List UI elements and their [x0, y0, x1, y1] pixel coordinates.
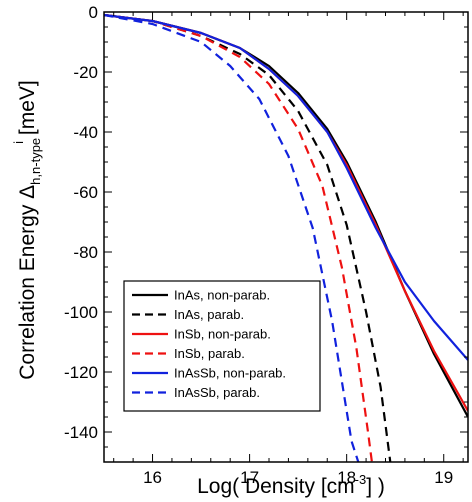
y-tick-label: -80	[73, 243, 98, 262]
series-line-3	[104, 13, 373, 462]
legend-label-1: InAs, parab.	[174, 307, 244, 322]
y-tick-label: -120	[64, 363, 98, 382]
y-tick-label: -20	[73, 63, 98, 82]
x-tick-label: 19	[434, 468, 453, 487]
y-tick-label: -60	[73, 183, 98, 202]
legend-label-5: InAsSb, parab.	[174, 385, 260, 400]
x-axis-title-suffix: ] )	[366, 475, 385, 498]
y-axis-title: Correlation Energy Δh,n-typei [meV]	[11, 80, 43, 380]
series-line-5	[104, 13, 360, 462]
legend-label-0: InAs, non-parab.	[174, 288, 270, 303]
legend-label-3: InSb, parab.	[174, 346, 245, 361]
x-tick-label: 17	[240, 468, 259, 487]
x-tick-label: 16	[143, 468, 162, 487]
legend-box	[123, 280, 321, 412]
legend: InAs, non-parab. InAs, parab. InSb, non-pa…	[123, 280, 321, 412]
y-tick-label: -100	[64, 303, 98, 322]
x-axis-title-sup: -3	[355, 472, 367, 487]
x-tick-label: 18	[337, 468, 356, 487]
y-axis-title-sup: i	[11, 141, 26, 144]
legend-label-4: InAsSb, non-parab.	[174, 366, 286, 381]
y-tick-label: -140	[64, 423, 98, 442]
series-line-4	[104, 13, 468, 361]
x-axis-title: Log( Density [cm-3] )	[197, 472, 385, 498]
y-tick-label: -40	[73, 123, 98, 142]
plot-area: 16 17 18 19 0 -20 -40 -60 -80 -100 -120 -140	[64, 3, 469, 487]
y-axis-title-prefix: Correlation Energy Δ	[16, 185, 39, 380]
legend-label-2: InSb, non-parab.	[174, 327, 271, 342]
series-lines	[104, 13, 468, 462]
x-axis-title-prefix: Log( Density [cm	[197, 475, 355, 498]
y-tick-label: 0	[89, 3, 98, 22]
y-axis-title-sub: h,n-type	[28, 138, 43, 185]
y-axis-title-suffix: [meV]	[16, 80, 39, 141]
